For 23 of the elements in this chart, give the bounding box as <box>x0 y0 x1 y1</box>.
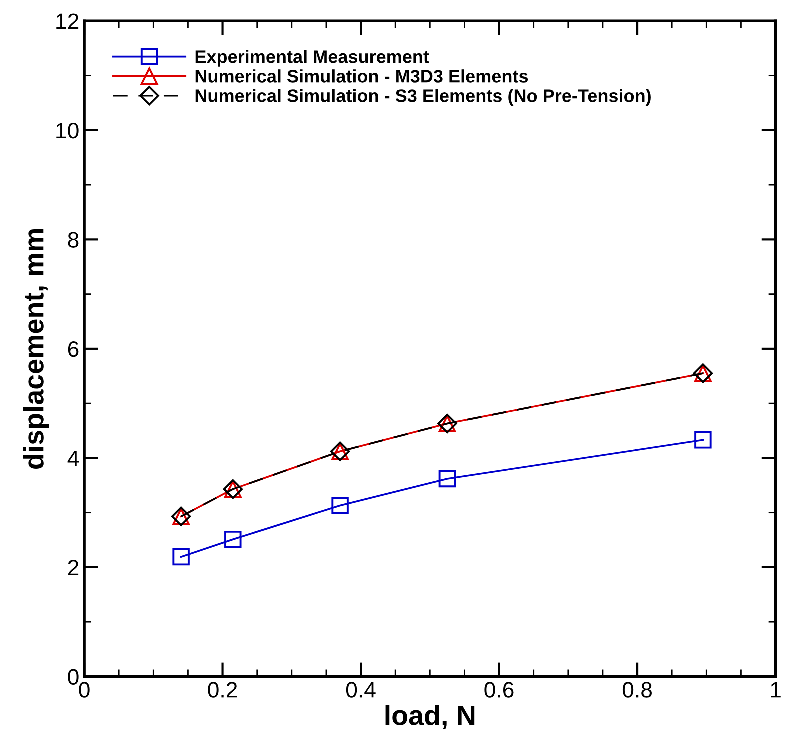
y-tick-label: 8 <box>68 232 79 248</box>
point <box>172 548 190 566</box>
x-tick-label: 0 <box>79 682 90 698</box>
x-axis-title: load, N <box>386 705 475 730</box>
point <box>224 530 242 548</box>
point <box>438 470 456 488</box>
y-axis-title: displacement, mm <box>24 229 50 469</box>
y-tick-label: 0 <box>68 669 79 685</box>
y-tick-label: 2 <box>68 560 79 576</box>
y-tick-label: 10 <box>56 122 79 139</box>
legend-label: Numerical Simulation - S3 Elements (No Pre-Tension) <box>196 89 651 106</box>
y-tick-label: 12 <box>56 14 79 30</box>
point <box>694 432 712 449</box>
y-tick-label: 6 <box>68 341 79 358</box>
x-tick-label: 1 <box>771 682 781 698</box>
x-tick-label: 0.4 <box>346 682 376 698</box>
legend-label: Numerical Simulation - M3D3 Elements <box>196 70 528 83</box>
legend-label: Experimental Measurement <box>196 50 430 67</box>
x-tick-label: 0.6 <box>484 682 514 698</box>
x-tick-label: 0.2 <box>208 682 238 698</box>
point <box>332 497 349 514</box>
y-tick-label: 4 <box>68 450 80 466</box>
x-tick-label: 0.8 <box>622 682 652 698</box>
